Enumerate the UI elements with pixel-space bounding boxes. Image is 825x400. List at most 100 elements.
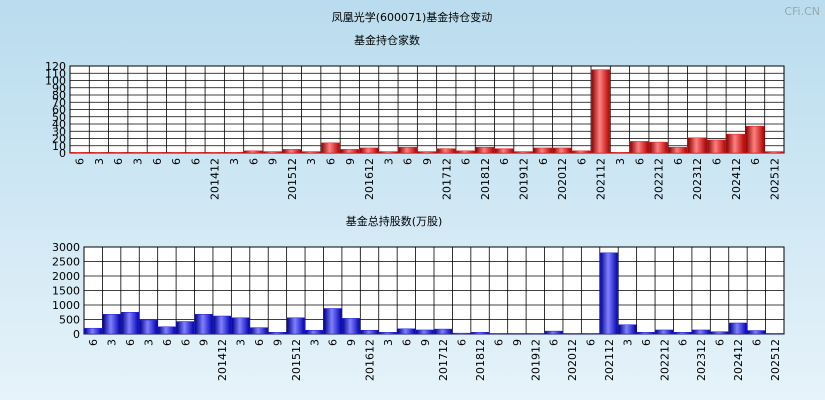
bar (533, 147, 553, 154)
bar (494, 148, 514, 154)
x-tick-label: 202012 (556, 158, 569, 200)
y-tick-label: 110 (45, 67, 66, 80)
x-tick-label: 6 (112, 158, 125, 165)
x-tick-label: 6 (633, 158, 646, 165)
x-tick-label: 6 (714, 339, 727, 346)
x-tick-label: 201812 (474, 339, 487, 381)
x-tick-label: 6 (151, 158, 164, 165)
x-tick-label: 201512 (290, 339, 303, 381)
x-tick-label: 3 (235, 339, 248, 346)
bar (552, 147, 572, 154)
x-tick-label: 202512 (768, 158, 781, 200)
y-tick-label: 90 (52, 82, 66, 95)
bar (765, 333, 784, 335)
bar (282, 149, 302, 154)
x-tick-label: 202312 (691, 158, 704, 200)
y-tick-label: 20 (52, 133, 66, 146)
x-tick-label: 6 (87, 339, 100, 346)
bar (398, 146, 418, 154)
x-tick-label: 201612 (363, 158, 376, 200)
y-tick-label: 120 (45, 60, 66, 73)
bar (507, 333, 526, 335)
x-tick-label: 3 (308, 339, 321, 346)
bar (649, 141, 669, 154)
x-tick-label: 202512 (769, 339, 782, 381)
y-tick-label: 60 (52, 104, 66, 117)
x-tick-label: 201912 (517, 158, 530, 200)
bar (687, 137, 707, 154)
bar (475, 146, 495, 154)
bar (434, 328, 453, 335)
y-tick-label: 2500 (52, 256, 80, 269)
x-tick-label: 9 (198, 339, 211, 346)
bar (360, 329, 379, 335)
x-tick-label: 6 (585, 339, 598, 346)
bar (563, 333, 582, 335)
bar (243, 150, 263, 154)
x-tick-label: 3 (132, 158, 145, 165)
bar (668, 146, 688, 154)
bar (655, 329, 674, 335)
bar (323, 308, 342, 335)
x-tick-label: 6 (749, 158, 762, 165)
x-tick-label: 6 (460, 158, 473, 165)
x-tick-label: 3 (228, 158, 241, 165)
y-tick-label: 1000 (52, 299, 80, 312)
bar (636, 332, 655, 335)
bar (301, 151, 321, 154)
x-tick-label: 6 (161, 339, 174, 346)
bar (102, 314, 121, 335)
x-tick-label: 6 (253, 339, 266, 346)
bar (618, 324, 637, 335)
bar (120, 312, 140, 335)
bar (726, 133, 746, 154)
watermark: CFi.CN (784, 5, 820, 18)
bar (629, 141, 649, 154)
y-tick-label: 3000 (52, 241, 80, 254)
x-tick-label: 3 (106, 339, 119, 346)
y-tick-label: 2000 (52, 270, 80, 283)
x-tick-label: 9 (267, 158, 280, 165)
x-tick-label: 201612 (364, 339, 377, 381)
bar (378, 151, 398, 154)
x-tick-label: 202412 (730, 158, 743, 200)
x-tick-label: 201412 (209, 158, 222, 200)
bar (84, 327, 103, 335)
x-tick-label: 6 (74, 158, 87, 165)
bar (213, 315, 232, 335)
bar (581, 333, 600, 335)
bar (378, 332, 398, 335)
x-tick-label: 9 (511, 339, 524, 346)
bar (610, 152, 630, 154)
y-tick-label: 0 (59, 147, 66, 160)
bar (342, 318, 361, 335)
bar (417, 151, 437, 154)
bar (692, 329, 711, 335)
y-tick-label: 0 (73, 328, 80, 341)
bar (470, 332, 490, 335)
x-tick-label: 202312 (695, 339, 708, 381)
bar (157, 326, 176, 335)
bar (706, 139, 726, 154)
x-tick-label: 6 (492, 339, 505, 346)
x-tick-label: 202112 (603, 339, 616, 381)
bar (415, 329, 434, 335)
x-tick-label: 6 (327, 339, 340, 346)
x-tick-label: 202412 (732, 339, 745, 381)
x-tick-label: 9 (419, 339, 432, 346)
x-tick-label: 201712 (437, 339, 450, 381)
x-tick-label: 6 (400, 339, 413, 346)
bar (710, 331, 729, 335)
y-tick-label: 50 (52, 111, 66, 124)
bar (185, 152, 205, 154)
x-tick-label: 6 (750, 339, 763, 346)
y-tick-label: 1500 (52, 285, 80, 298)
page-title: 凤凰光学(600071)基金持仓变动 (332, 10, 493, 24)
x-tick-label: 6 (498, 158, 511, 165)
x-tick-label: 3 (382, 158, 395, 165)
bar (397, 328, 416, 335)
x-tick-label: 3 (305, 158, 318, 165)
bar (526, 333, 545, 335)
bar (268, 332, 287, 335)
